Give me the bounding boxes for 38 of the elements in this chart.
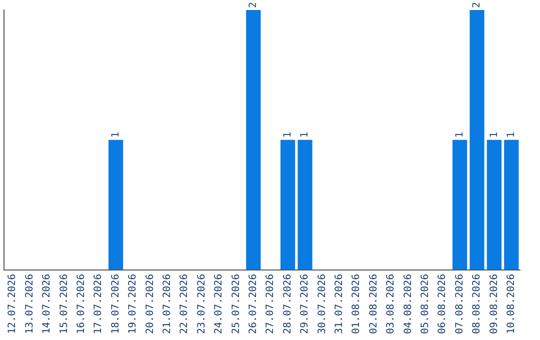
x-tick-label: 05.08.2026 [420, 274, 431, 334]
x-tick-label: 12.07.2026 [7, 274, 18, 334]
x-tick-label: 18.07.2026 [110, 274, 122, 334]
x-tick-label: 13.07.2026 [24, 274, 36, 334]
x-tick-label: 03.08.2026 [386, 274, 397, 334]
x-tick-label: 08.08.2026 [472, 274, 483, 334]
x-tick-label: 10.08.2026 [506, 274, 517, 334]
x-tick-label: 27.07.2026 [265, 274, 276, 334]
data-label: 1 [282, 132, 294, 138]
data-label: 1 [454, 132, 466, 138]
x-tick-label: 17.07.2026 [93, 274, 104, 334]
x-tick-label: 06.08.2026 [437, 274, 448, 334]
x-tick-label: 20.07.2026 [144, 274, 156, 334]
x-tick-label: 04.08.2026 [402, 274, 414, 334]
x-tick-label: 26.07.2026 [248, 274, 259, 334]
x-tick-label: 07.08.2026 [454, 274, 466, 334]
x-tick-label: 23.07.2026 [196, 274, 208, 334]
x-tick-label: 19.07.2026 [128, 274, 139, 334]
x-tick-label: 28.07.2026 [282, 274, 294, 334]
data-label: 2 [248, 2, 259, 8]
x-tick-label: 30.07.2026 [316, 274, 328, 334]
x-tick-label: 22.07.2026 [179, 274, 190, 334]
x-tick-label: 02.08.2026 [368, 274, 380, 334]
x-tick-label: 09.08.2026 [488, 274, 500, 334]
x-tick-label: 21.07.2026 [162, 274, 173, 334]
x-tick-label: 15.07.2026 [58, 274, 70, 334]
data-label: 1 [300, 132, 311, 138]
x-tick-label: 24.07.2026 [214, 274, 225, 334]
data-label: 1 [110, 132, 122, 138]
data-label: 1 [488, 132, 500, 138]
data-label: 2 [472, 2, 483, 8]
x-tick-label: 31.07.2026 [334, 274, 345, 334]
x-tick-label: 14.07.2026 [42, 274, 53, 334]
x-tick-label: 29.07.2026 [300, 274, 311, 334]
x-tick-label: 25.07.2026 [230, 274, 242, 334]
data-label: 1 [506, 132, 517, 138]
x-tick-label: 16.07.2026 [76, 274, 87, 334]
x-tick-label: 01.08.2026 [351, 274, 362, 334]
